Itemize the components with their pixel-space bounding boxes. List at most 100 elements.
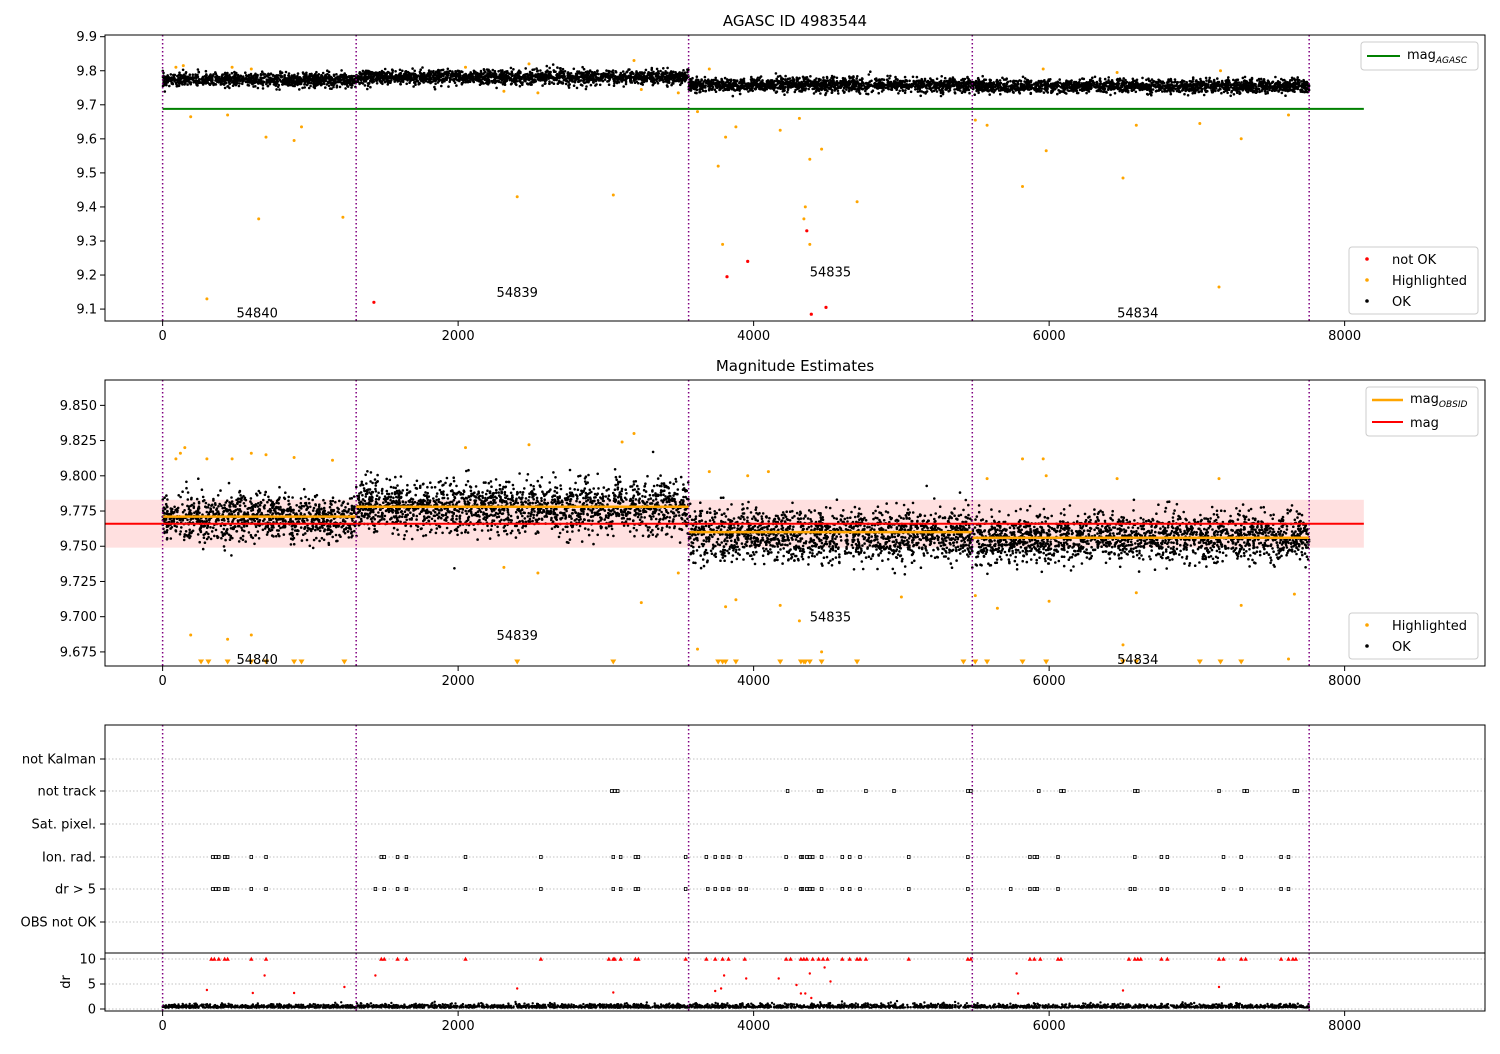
top-ok-point	[847, 87, 851, 90]
top-ok-point	[344, 79, 348, 83]
top-ok-point	[754, 83, 757, 87]
top-ok-point	[662, 67, 665, 70]
top-ok-point	[321, 71, 325, 75]
top-ok-point	[330, 77, 334, 80]
top-ok-point	[627, 76, 630, 79]
top-ok-point	[545, 64, 549, 68]
top-ok-point	[374, 71, 378, 74]
top-ok-point	[201, 83, 205, 86]
top-ok-point	[717, 82, 721, 85]
top-ok-point	[575, 73, 578, 77]
top-ok-point	[784, 74, 787, 78]
top-ok-point	[780, 87, 784, 90]
top-ok-point	[632, 77, 636, 80]
top-ok-point	[351, 83, 354, 87]
top-ok-point	[762, 85, 765, 88]
top-ok-point	[580, 75, 583, 79]
top-ok-point	[797, 81, 801, 84]
top-ok-point	[699, 90, 702, 94]
top-ok-point	[174, 82, 178, 86]
top-ok-point	[476, 73, 480, 76]
top-ok-point	[409, 72, 413, 76]
top-ok-point	[223, 86, 227, 90]
top-ok-point	[947, 90, 950, 93]
top-ok-point	[707, 87, 711, 91]
top-ok-point	[308, 79, 311, 83]
top-ok-point	[448, 78, 452, 81]
top-ok-point	[367, 75, 370, 79]
top-ok-point	[556, 66, 559, 69]
top-ok-point	[815, 77, 818, 80]
top-ok-point	[913, 81, 917, 84]
top-ok-point	[343, 82, 347, 86]
top-ok-point	[968, 82, 971, 85]
top-ok-point	[885, 78, 889, 81]
top-ok-point	[707, 84, 710, 88]
top-ok-point	[274, 74, 278, 78]
top-ok-point	[509, 66, 513, 70]
top-ok-point	[698, 88, 702, 91]
top-ok-point	[816, 83, 820, 87]
top-ok-point	[607, 76, 610, 79]
top-ok-point	[552, 82, 556, 85]
top-ok-point	[869, 84, 872, 88]
top-ok-point	[163, 90, 167, 93]
top-ok-point	[375, 82, 379, 85]
top-ok-point	[620, 74, 624, 77]
top-ok-point	[812, 92, 816, 95]
top-ok-point	[292, 77, 296, 81]
top-ok-point	[252, 74, 256, 77]
top-ok-point	[703, 75, 707, 79]
top-ok-point	[758, 87, 761, 91]
top-ok-point	[1004, 78, 1008, 81]
top-ok-point	[788, 85, 792, 89]
top-ok-point	[662, 75, 665, 78]
top-ok-point	[877, 81, 881, 85]
top-ok-point	[857, 87, 861, 90]
top-ok-point	[279, 74, 283, 78]
top-ok-point	[774, 72, 778, 75]
top-ok-point	[709, 80, 713, 83]
top-ok-point	[307, 86, 311, 90]
top-ok-point	[691, 76, 694, 80]
top-ok-point	[926, 81, 930, 84]
top-ok-point	[233, 74, 237, 78]
top-ok-point	[194, 74, 197, 78]
top-ok-point	[413, 80, 416, 84]
top-ok-point	[261, 83, 265, 87]
top-ok-point	[266, 84, 270, 88]
top-ok-point	[458, 79, 461, 83]
top-ok-point	[928, 80, 932, 84]
top-ok-point	[942, 83, 946, 86]
top-ok-point	[164, 82, 168, 85]
top-ok-point	[180, 74, 184, 78]
top-ok-point	[276, 85, 280, 89]
top-ok-point	[455, 84, 458, 87]
top-ok-point	[535, 75, 539, 79]
top-ok-point	[548, 74, 552, 77]
top-ok-point	[241, 75, 245, 78]
top-ok-point	[961, 81, 964, 85]
top-ok-point	[377, 71, 381, 75]
top-ok-point	[179, 77, 182, 81]
top-ok-point	[595, 75, 598, 79]
top-ok-point	[722, 83, 725, 87]
top-ok-point	[682, 69, 685, 72]
top-ok-point	[727, 81, 730, 85]
top-ok-point	[335, 84, 339, 87]
top-ok-point	[460, 81, 464, 85]
top-ok-point	[238, 82, 241, 85]
top-ok-point	[405, 71, 409, 74]
top-ok-point	[856, 75, 859, 78]
top-ok-point	[215, 77, 218, 80]
top-ok-point	[421, 79, 425, 82]
top-ok-point	[277, 77, 280, 80]
top-ok-point	[887, 80, 890, 84]
top-ok-point	[411, 67, 414, 70]
top-ok-point	[1274, 75, 1277, 79]
top-ok-point	[714, 90, 718, 93]
top-ok-point	[505, 79, 508, 82]
top-ok-point	[803, 77, 807, 81]
top-ok-point	[749, 89, 752, 92]
